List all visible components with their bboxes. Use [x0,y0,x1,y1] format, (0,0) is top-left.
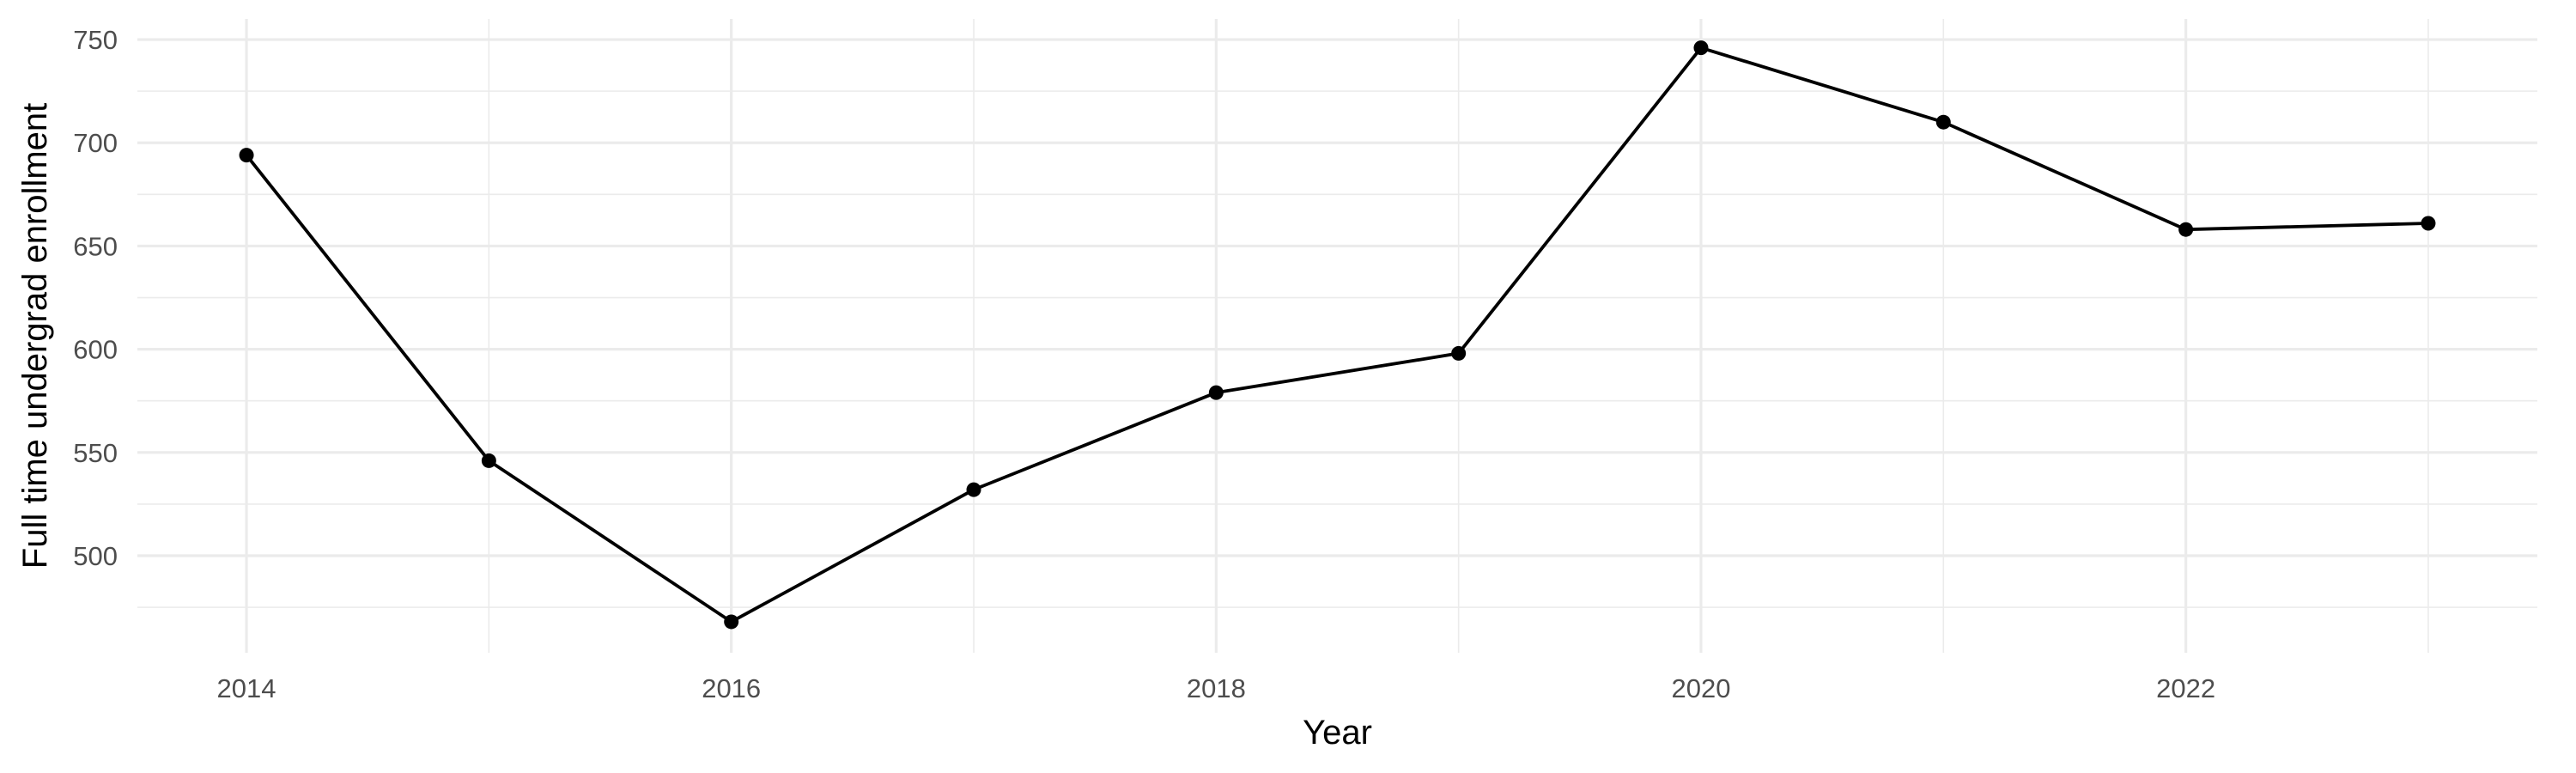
tick-labels: 2014 2016 2018 2020 2022 500 550 600 650 700 750 [73,25,2215,703]
x-tick-label: 2022 [2156,673,2215,703]
y-tick-label: 650 [73,231,118,261]
x-axis-title: Year [1303,714,1372,752]
y-tick-label: 500 [73,541,118,571]
data-point [1693,40,1709,56]
data-point [1935,114,1951,130]
y-axis-title: Full time undergrad enrollment [16,103,54,569]
data-point [1208,385,1224,400]
y-tick-label: 550 [73,438,118,468]
data-point [481,453,496,468]
data-point [1451,345,1467,361]
data-point [966,482,981,497]
data-series [239,40,2436,630]
grid-lines [137,19,2537,653]
y-tick-label: 700 [73,128,118,158]
data-point [724,614,739,630]
y-tick-label: 600 [73,335,118,365]
series-line [245,46,2430,624]
x-tick-label: 2016 [702,673,761,703]
x-tick-label: 2014 [217,673,276,703]
x-tick-label: 2018 [1187,673,1246,703]
x-tick-label: 2020 [1672,673,1731,703]
y-tick-label: 750 [73,25,118,55]
data-point [239,148,254,163]
data-point [2178,222,2194,237]
data-point [2421,216,2436,231]
